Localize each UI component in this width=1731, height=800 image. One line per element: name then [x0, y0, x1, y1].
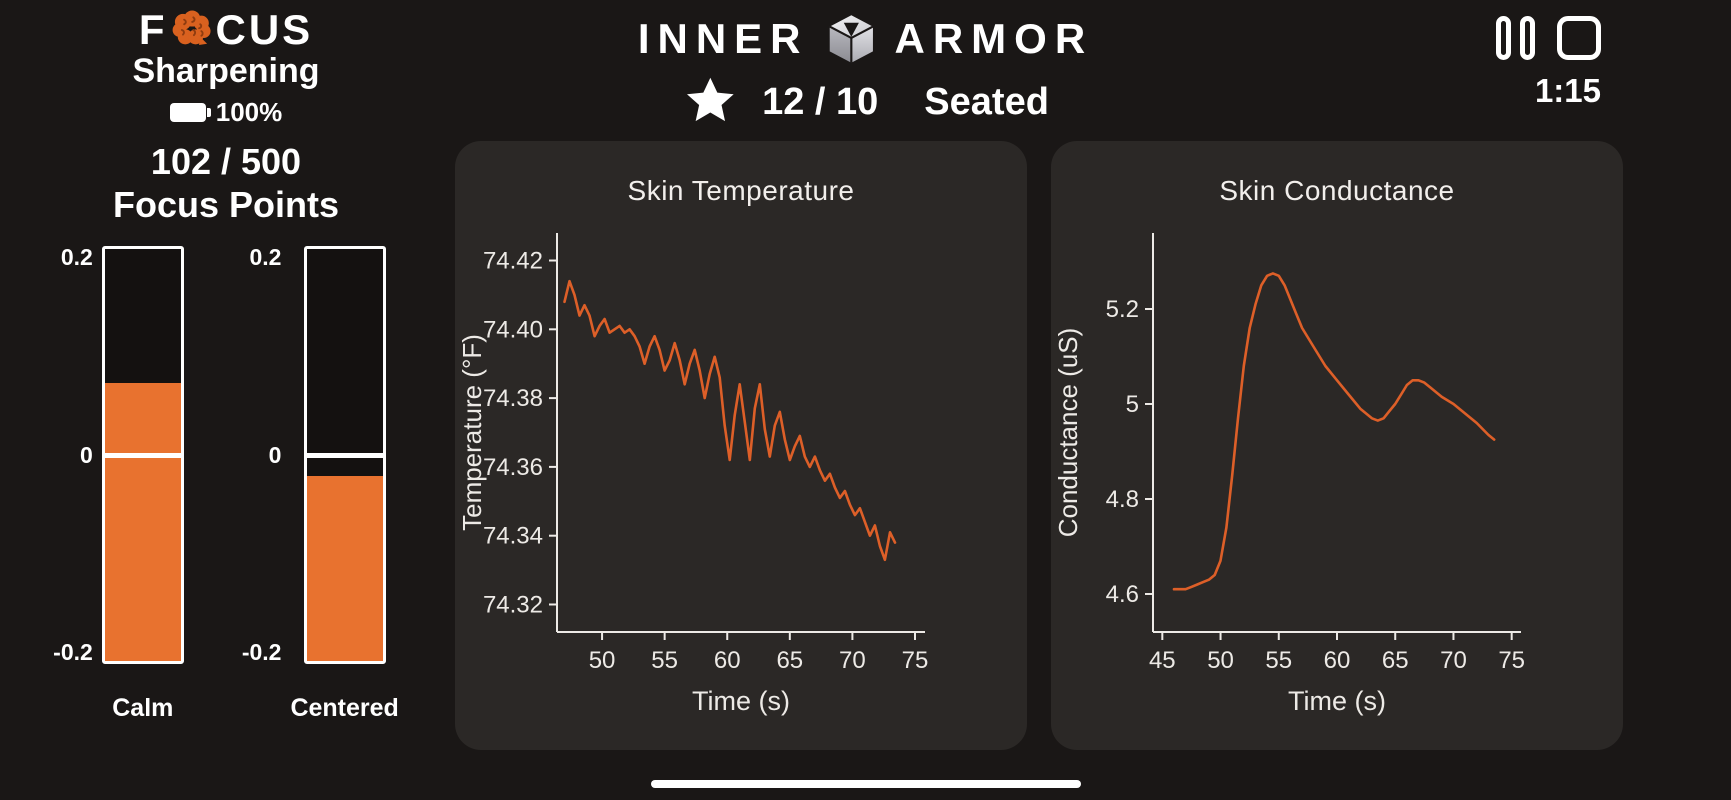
svg-text:70: 70: [839, 647, 866, 674]
gauge-centered: 0.2 0 -0.2 Centered: [242, 246, 399, 723]
battery-percent: 100%: [215, 97, 283, 128]
charts-area: Skin Temperature 50 55 60 65 70 75 74.32 74.34 7…: [455, 141, 1623, 750]
chart-title-temperature: Skin Temperature: [627, 175, 855, 206]
session-score: 12 / 10: [762, 80, 879, 123]
header: INNER: [638, 12, 1093, 130]
biofeedback-gauges: 0.2 0 -0.2 Calm 0.2 0 -0.2: [53, 246, 399, 723]
pause-button[interactable]: [1496, 16, 1535, 60]
svg-text:Conductance (uS): Conductance (uS): [1057, 328, 1083, 538]
focus-logo: F CUS: [138, 6, 314, 53]
svg-text:60: 60: [1324, 647, 1351, 674]
gauge-tick-zero: 0: [80, 441, 93, 468]
session-timer: 1:15: [1534, 72, 1601, 109]
svg-text:74.34: 74.34: [483, 523, 543, 550]
gauge-zero-line: [306, 453, 383, 459]
gauge-fill-calm: [104, 383, 181, 662]
gauge-tick-zero: 0: [268, 441, 282, 468]
svg-text:75: 75: [902, 647, 929, 674]
home-indicator[interactable]: [650, 780, 1081, 788]
gauge-label-centered: Centered: [290, 694, 399, 723]
brand-text-right: ARMOR: [894, 15, 1094, 62]
svg-text:74.40: 74.40: [483, 316, 543, 343]
session-controls: 1:15: [1496, 16, 1601, 110]
gauge-zero-line: [104, 453, 181, 459]
focus-logo-text-right: CUS: [215, 6, 314, 53]
svg-text:Temperature (°F): Temperature (°F): [461, 334, 487, 531]
svg-text:55: 55: [1265, 647, 1292, 674]
gauge-tick-max: 0.2: [60, 244, 93, 271]
gauge-scale: 0.2 0 -0.2: [53, 246, 93, 664]
focus-points-label: Focus Points: [112, 184, 340, 226]
svg-text:74.36: 74.36: [483, 454, 543, 481]
svg-text:60: 60: [714, 647, 741, 674]
mode-label: Sharpening: [132, 52, 320, 91]
focus-points-value: 102 / 500: [150, 141, 302, 183]
svg-text:74.42: 74.42: [483, 248, 543, 275]
svg-text:4.6: 4.6: [1106, 581, 1139, 608]
pause-icon: [1496, 16, 1511, 60]
gauge-calm: 0.2 0 -0.2 Calm: [53, 246, 184, 723]
svg-text:Time (s): Time (s): [1288, 686, 1386, 716]
gauge-scale: 0.2 0 -0.2: [242, 246, 282, 664]
skin-temperature-chart: 50 55 60 65 70 75 74.32 74.34 74.36 74.38 74.40 74.…: [461, 233, 929, 716]
focus-logo-text-left: F: [138, 6, 168, 53]
svg-text:50: 50: [1207, 647, 1234, 674]
svg-text:Time (s): Time (s): [692, 686, 790, 716]
brand-text-left: INNER: [637, 15, 809, 62]
star-icon: [686, 77, 734, 122]
brand-logo: INNER: [638, 12, 1093, 66]
gauge-bar-centered: [303, 246, 386, 665]
svg-text:5: 5: [1126, 391, 1139, 418]
brain-icon: [173, 10, 212, 45]
chart-title-conductance: Skin Conductance: [1219, 175, 1455, 206]
svg-text:65: 65: [776, 647, 803, 674]
svg-text:5.2: 5.2: [1106, 296, 1139, 323]
skin-conductance-card: Skin Conductance 45 50 55 60 65 70 75 4.6 4.8 5 5.…: [1051, 141, 1623, 750]
skin-temperature-card: Skin Temperature 50 55 60 65 70 75 74.32 74.34 7…: [455, 141, 1027, 750]
svg-text:50: 50: [589, 647, 616, 674]
gauge-tick-min: -0.2: [241, 639, 282, 666]
posture-label: Seated: [924, 80, 1049, 123]
stop-button[interactable]: [1557, 16, 1601, 60]
session-row: 12 / 10 Seated: [682, 74, 1049, 130]
gauge-fill-centered: [306, 476, 383, 662]
gauge-bar-calm: [101, 246, 184, 665]
focus-panel: F CUS Sharpening 100% 102 / 500: [0, 0, 452, 800]
gauge-tick-min: -0.2: [53, 639, 93, 666]
svg-text:74.32: 74.32: [483, 591, 543, 618]
gauge-label-calm: Calm: [112, 694, 174, 723]
svg-text:75: 75: [1498, 647, 1525, 674]
gauge-tick-max: 0.2: [249, 244, 282, 271]
svg-text:4.8: 4.8: [1106, 486, 1139, 513]
battery-status: 100%: [169, 97, 283, 128]
svg-text:45: 45: [1149, 647, 1176, 674]
skin-conductance-chart: 45 50 55 60 65 70 75 4.6 4.8 5 5.2 Time (s) Conducta…: [1057, 233, 1525, 716]
cube-icon: [829, 15, 874, 63]
svg-text:65: 65: [1382, 647, 1409, 674]
pause-icon: [1520, 16, 1535, 60]
svg-text:74.38: 74.38: [483, 385, 543, 412]
battery-icon: [169, 103, 211, 123]
svg-text:70: 70: [1440, 647, 1467, 674]
svg-text:55: 55: [651, 647, 678, 674]
